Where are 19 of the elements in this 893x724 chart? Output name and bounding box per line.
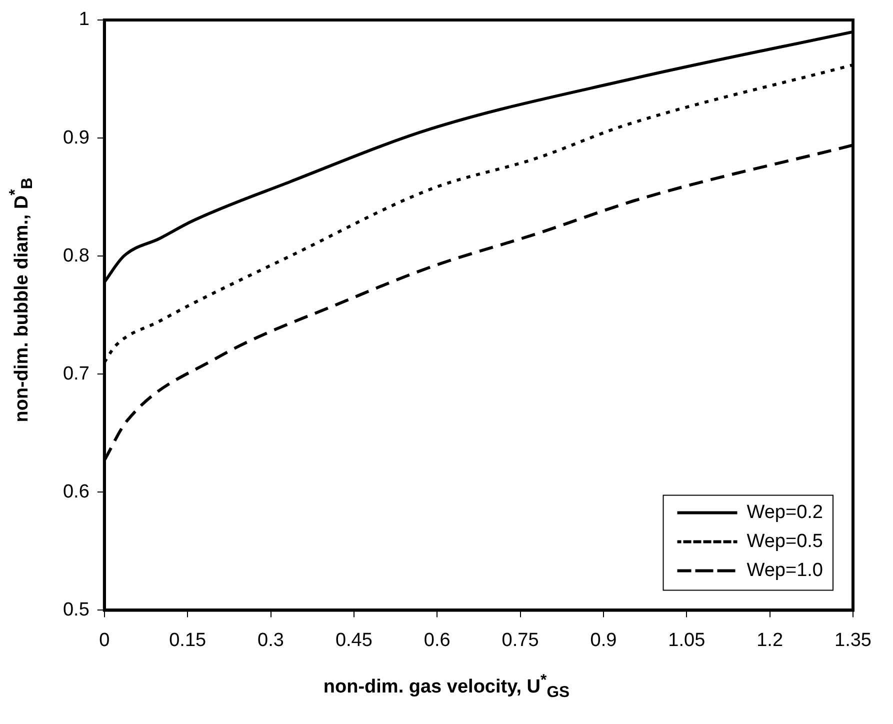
legend-label: Wep=0.5 xyxy=(746,530,823,552)
legend-label: Wep=0.2 xyxy=(746,502,823,523)
y-tick-label: 1 xyxy=(78,9,90,30)
x-tick-label: 1.35 xyxy=(834,630,872,651)
x-tick-label: 0.45 xyxy=(335,630,372,651)
y-tick-label: 0.5 xyxy=(62,599,90,620)
y-tick-label: 0.9 xyxy=(62,127,90,148)
x-tick-label: 0 xyxy=(99,630,110,651)
y-tick-label: 0.6 xyxy=(62,481,90,502)
x-tick-label: 0.9 xyxy=(590,630,617,651)
x-tick-label: 0.3 xyxy=(258,630,284,651)
x-tick-label: 1.2 xyxy=(756,630,784,651)
y-tick-label: 0.8 xyxy=(62,245,90,266)
x-tick-label: 0.75 xyxy=(502,630,539,651)
legend-label: Wep=1.0 xyxy=(746,560,823,581)
y-tick-label: 0.7 xyxy=(62,363,90,384)
x-tick-label: 1.05 xyxy=(668,630,706,651)
x-tick-label: 0.15 xyxy=(169,630,206,651)
x-tick-label: 0.6 xyxy=(424,630,450,651)
